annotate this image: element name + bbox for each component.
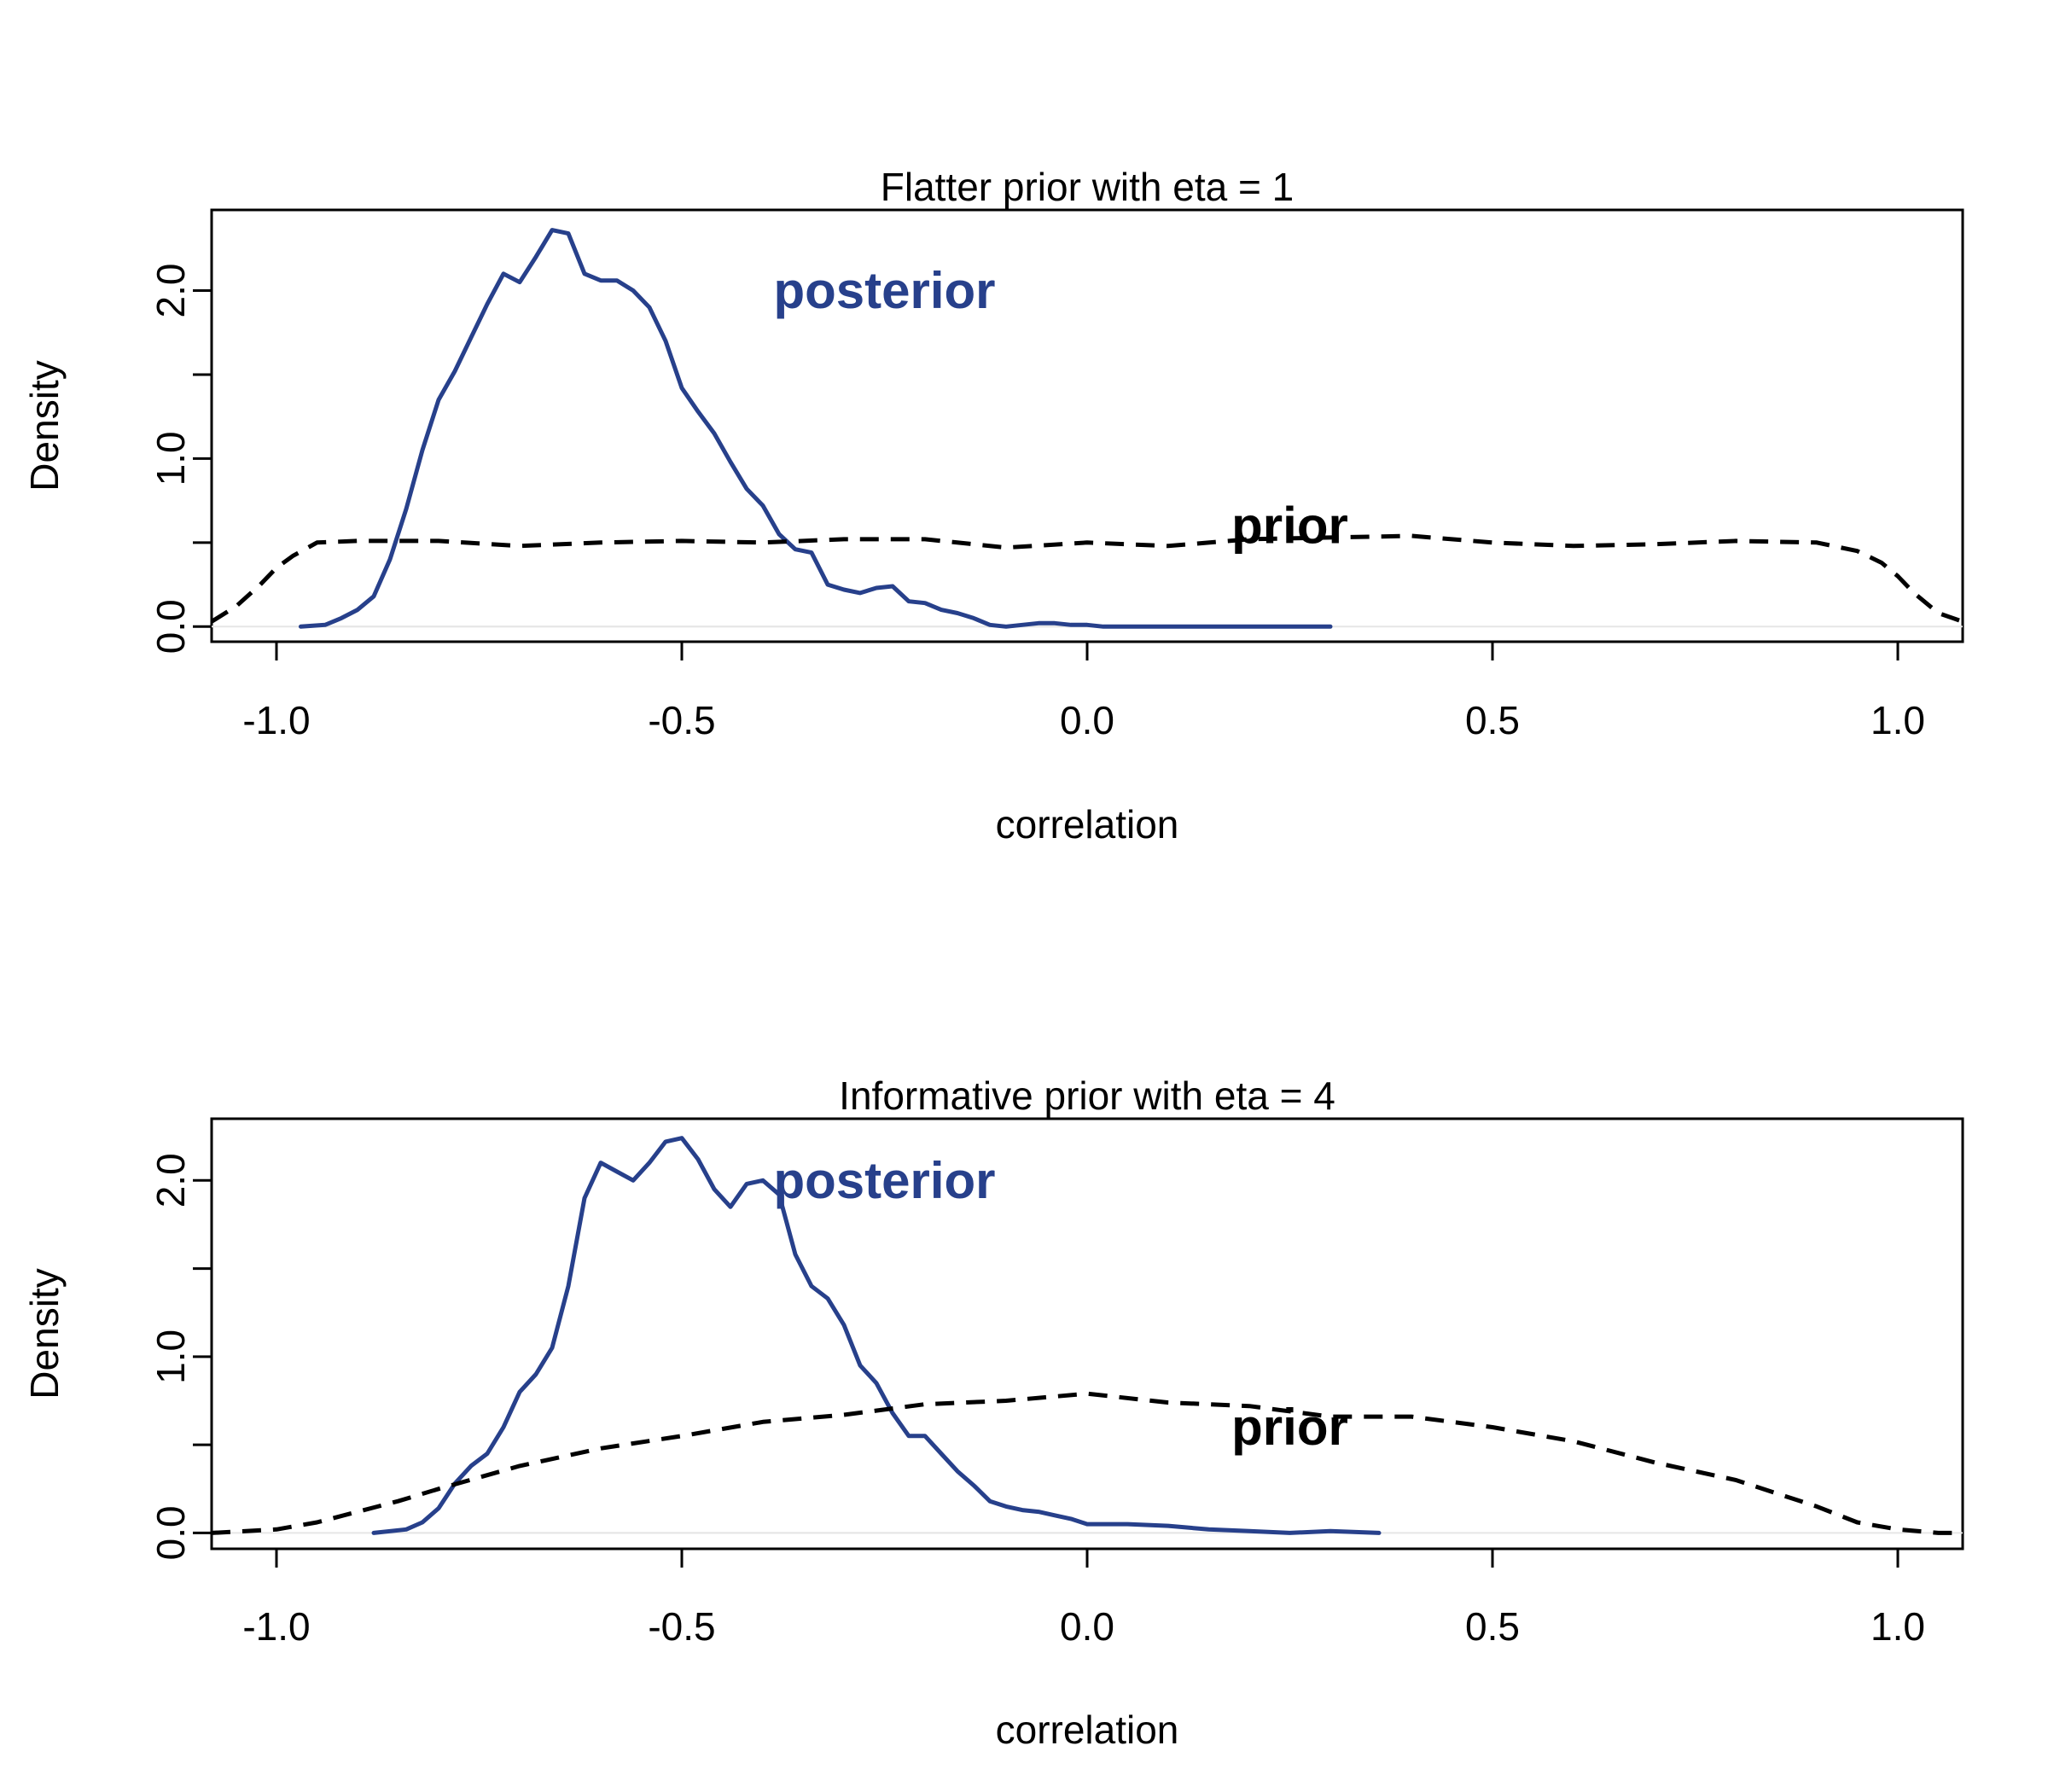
x-tick-label: 0.5 — [1465, 1604, 1520, 1649]
y-tick-label: 1.0 — [148, 1329, 193, 1384]
y-tick-label: 2.0 — [148, 264, 193, 318]
x-tick-label: -1.0 — [242, 698, 310, 742]
x-tick-label: 0.5 — [1465, 698, 1520, 742]
x-tick-label: 0.0 — [1060, 698, 1114, 742]
y-tick-label: 0.0 — [148, 599, 193, 654]
x-tick-label: -0.5 — [648, 698, 715, 742]
annotation-posterior: posterior — [773, 1152, 995, 1209]
x-tick-label: 1.0 — [1871, 698, 1925, 742]
y-tick-label: 1.0 — [148, 431, 193, 486]
panel-bottom: Informative prior with eta = 4 -1.0 -0.5 0.… — [22, 1073, 1964, 1752]
annotation-posterior: posterior — [773, 262, 995, 319]
x-axis-label: correlation — [996, 1708, 1179, 1752]
plot-frame — [210, 1117, 1964, 1551]
annotation-prior: prior — [1231, 497, 1348, 555]
series-posterior-line — [371, 1136, 1382, 1535]
series-prior-line — [210, 533, 1964, 624]
x-tick-label: -1.0 — [242, 1604, 310, 1649]
y-tick-label: 0.0 — [148, 1505, 193, 1560]
x-tick-label: 1.0 — [1871, 1604, 1925, 1649]
series-prior-line — [211, 1391, 1963, 1535]
x-tick-label: -0.5 — [648, 1604, 715, 1649]
x-tick-label: 0.0 — [1060, 1604, 1114, 1649]
y-axis-label: Density — [22, 1268, 67, 1399]
annotation-prior: prior — [1231, 1399, 1348, 1456]
y-axis-label: Density — [22, 360, 67, 491]
chart-title: Informative prior with eta = 4 — [839, 1073, 1335, 1118]
plot-frame — [210, 208, 1964, 643]
chart-title: Flatter prior with eta = 1 — [881, 165, 1294, 209]
y-tick-label: 2.0 — [148, 1153, 193, 1207]
x-axis-label: correlation — [996, 802, 1179, 847]
series-posterior-line — [299, 228, 1333, 629]
panel-top: Flatter prior with eta = 1 -1.0 -0.5 0.0 0.5… — [22, 165, 1964, 847]
